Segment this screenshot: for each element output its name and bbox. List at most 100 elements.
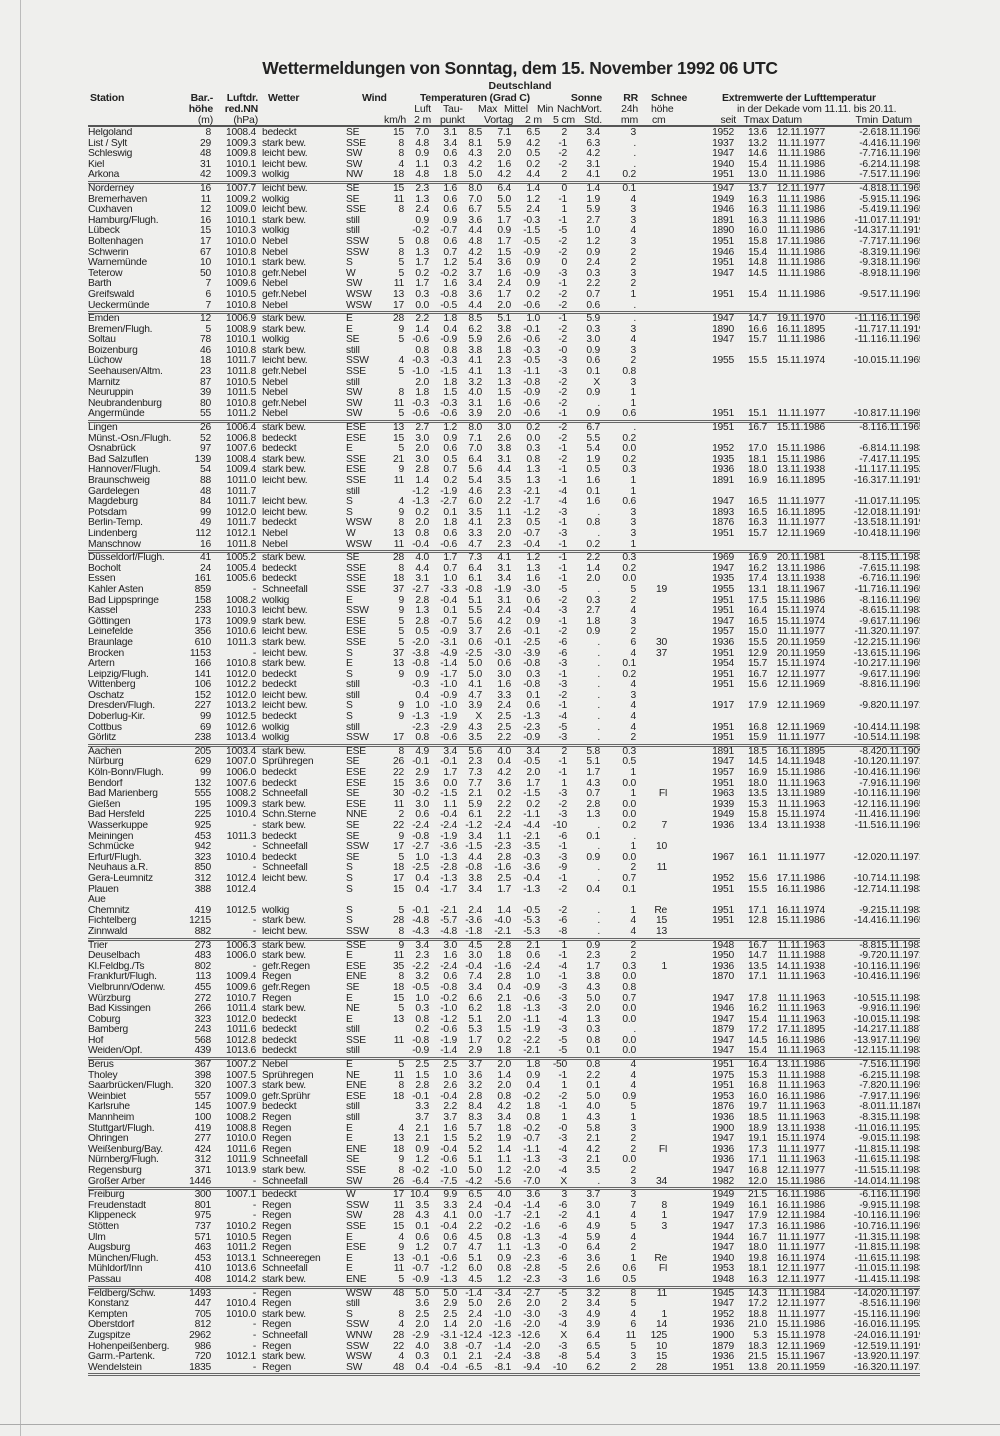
cell-schnee	[636, 205, 667, 216]
cell-wind-kmh: 5	[398, 637, 404, 648]
cell-rr: 0.2	[622, 563, 636, 574]
cell-tmin: -10.4	[853, 972, 876, 983]
cell-seit: 1893	[712, 507, 734, 518]
cell-tmin-datum: 18.11.1919	[876, 507, 920, 518]
cell-sonne: .	[597, 528, 600, 539]
cell-luftdruck: 1007.2	[211, 1057, 256, 1071]
cell-tmin: -10.8	[853, 409, 876, 420]
cell-tmin: -12.0	[853, 507, 876, 518]
cell-sonne: 5.9	[567, 311, 600, 325]
cell-luftdruck: 1007.6	[226, 444, 256, 455]
cell-min: 4.2	[526, 138, 540, 149]
cell-max: -0.7	[465, 1341, 482, 1352]
cell-schnee	[636, 356, 667, 367]
cell-taupunkt: -0.2	[440, 993, 457, 1004]
cell-tmin: -7.4	[859, 454, 876, 465]
cell-wetter: Regen	[262, 1211, 292, 1222]
cell-wind-richtung: still	[346, 377, 360, 388]
cell-taupunkt: 0.2	[443, 476, 457, 486]
cell-nacht: -5	[540, 1285, 567, 1300]
cell-tmin	[825, 378, 876, 389]
cell-luft: 4.3	[415, 1211, 429, 1222]
cell-sonne	[567, 895, 600, 906]
cell-mittel: 2.3	[497, 486, 511, 497]
cell-min: -12.6	[517, 1330, 540, 1341]
cell-mittel: 4.0	[482, 1187, 511, 1201]
cell-tmin: -11.6	[854, 1253, 876, 1264]
cell-schnee	[636, 1187, 667, 1201]
cell-wind-richtung: still	[346, 1025, 360, 1036]
cell-nacht: X	[560, 1330, 567, 1341]
cell-luft: 1.7	[415, 279, 429, 290]
cell-wind-kmh: 21	[393, 454, 404, 465]
cell-luft: -0.1	[412, 1253, 429, 1264]
cell-taupunkt: -1.7	[440, 669, 457, 680]
cell-nacht: -4	[558, 486, 567, 497]
cell-wind-kmh	[383, 216, 404, 227]
cell-sonne: .	[597, 916, 600, 927]
cell-tmin: -9.9	[859, 1004, 876, 1015]
cell-mittel: 2.1	[497, 993, 511, 1004]
cell-tmax: 15.4	[747, 289, 767, 300]
cell-nacht: -2	[558, 905, 567, 916]
cell-sonne: 0.3	[586, 268, 600, 279]
cell-wind-kmh: 8	[398, 205, 404, 216]
cell-luft: 0.4	[415, 884, 429, 895]
cell-tmin: -10.5	[853, 993, 876, 1004]
cell-rr: 3	[630, 128, 636, 138]
cell-luft: 0.1	[415, 1221, 429, 1232]
cell-tmax-datum: 13.11.1986	[776, 563, 825, 574]
cell-taupunkt: 2.9	[443, 1299, 457, 1310]
cell-wind-richtung: SE	[346, 550, 383, 564]
cell-sonne: 0.7	[586, 289, 600, 300]
cell-nacht: -1	[558, 279, 567, 290]
cell-luft: 0.0	[415, 300, 429, 311]
cell-min: -0.2	[523, 1091, 540, 1102]
cell-schnee: 1	[661, 961, 667, 972]
cell-taupunkt: 0.7	[443, 465, 457, 476]
cell-hoehe: 705	[194, 1309, 211, 1320]
cell-nacht: -1	[558, 539, 567, 550]
cell-max: 4.8	[468, 236, 482, 247]
cell-luft: -2.7	[412, 584, 429, 595]
cell-schnee: 10	[656, 1341, 667, 1352]
cell-min: -2.0	[523, 1320, 540, 1331]
cell-wetter: stark bew.	[262, 616, 306, 627]
cell-taupunkt: -1.4	[440, 1046, 457, 1057]
cell-tmax-datum: 15.11.1986	[776, 595, 825, 606]
cell-wind-richtung: SSE	[346, 574, 366, 585]
weather-table-body: Helgoland 8 1008.4 bedeckt SE 15 7.0 3.1 8.5 7.1 6…	[88, 128, 920, 1377]
cell-taupunkt: 2.5	[443, 1309, 457, 1320]
cell-wetter: Nebel	[262, 539, 288, 550]
cell-taupunkt: 0.6	[443, 444, 457, 455]
cell-schnee	[636, 768, 667, 779]
cell-mittel: 1.8	[497, 951, 511, 962]
cell-nacht: -1	[540, 311, 567, 325]
cell-taupunkt: -1.2	[440, 1264, 457, 1275]
cell-max: -1.2	[465, 821, 482, 831]
cell-station: Augsburg	[88, 1243, 131, 1254]
header-sonne-2: Vort.	[581, 103, 602, 115]
cell-tmax: 16.4	[747, 606, 767, 617]
cell-min: -3.0	[523, 1309, 540, 1320]
cell-luft: 4.8	[415, 170, 429, 181]
cell-station: Fichtelberg	[88, 916, 137, 927]
cell-max: 2.4	[468, 905, 482, 916]
cell-wind-richtung: SW	[346, 149, 363, 160]
cell-tmax: 13.6	[747, 128, 767, 138]
cell-tmax-datum: 11.11.1977	[777, 1144, 825, 1155]
cell-station: Bamberg	[88, 1025, 129, 1036]
cell-mittel: 1.7	[497, 289, 511, 300]
station-row: Mannheim 100 1008.2 Regen still 3.7 3.7 8.3 3.4 0…	[88, 1113, 920, 1124]
cell-tmax-datum: 16.11.1895	[767, 743, 825, 758]
cell-tmin: -12.0	[853, 852, 876, 863]
cell-wind-kmh: 4	[398, 1123, 404, 1134]
cell-luftdruck: -	[252, 1211, 256, 1222]
cell-nacht: -4	[558, 712, 567, 723]
cell-station: Bad Salzuflen	[88, 454, 149, 465]
cell-sonne: 3.9	[586, 1320, 600, 1331]
cell-station: Warnemünde	[88, 258, 147, 269]
cell-seit: 1940	[712, 159, 734, 170]
cell-luftdruck: 1007.7	[211, 180, 256, 195]
cell-hoehe: 106	[194, 680, 211, 691]
